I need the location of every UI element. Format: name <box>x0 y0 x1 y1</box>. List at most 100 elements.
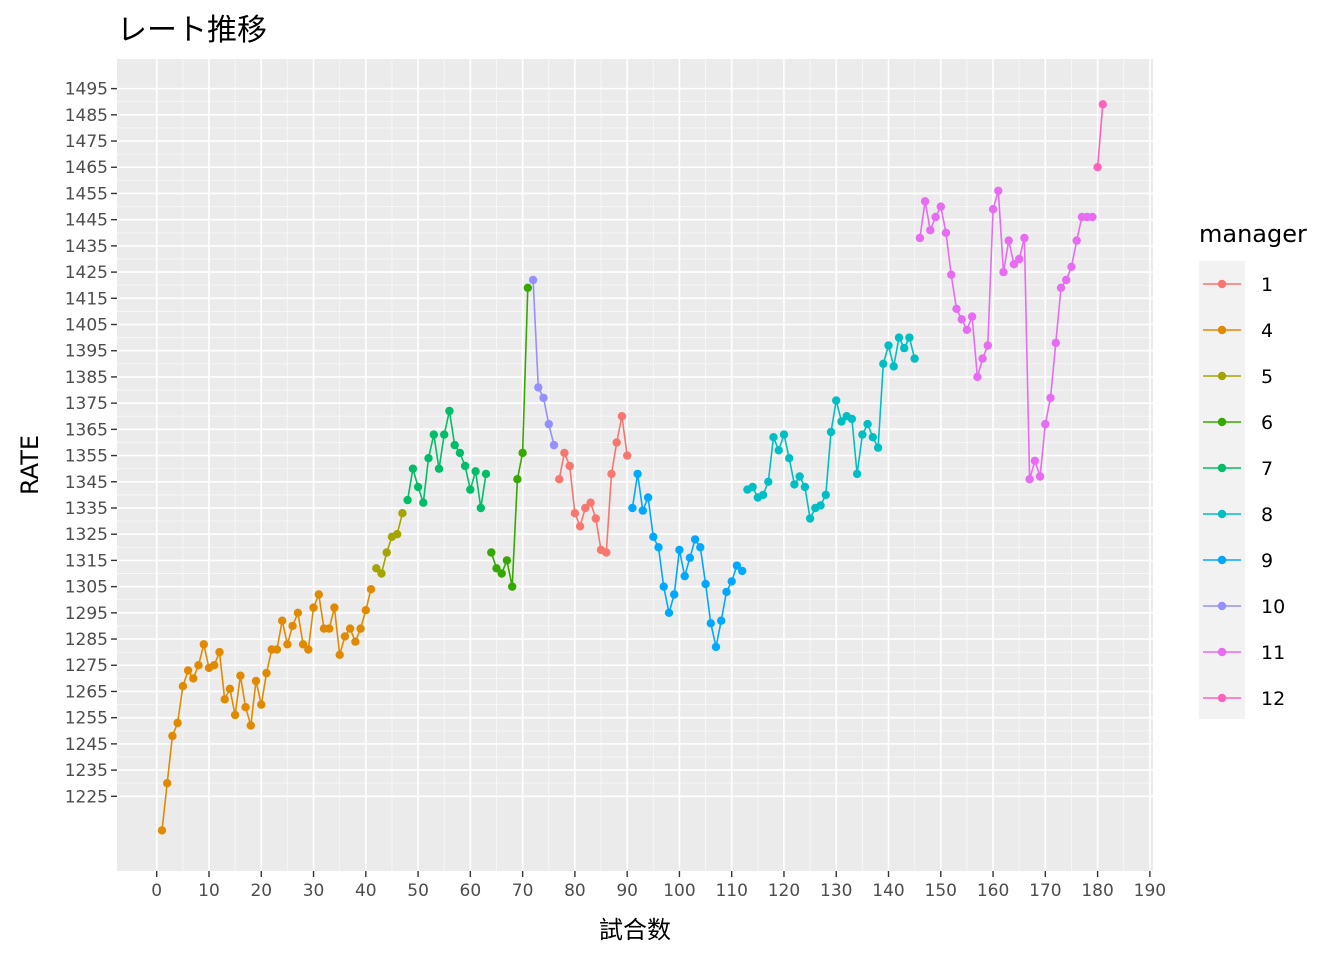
data-point <box>847 414 857 424</box>
data-point <box>879 359 888 368</box>
data-point <box>487 548 496 557</box>
y-tick-label: 1395 <box>65 342 108 362</box>
legend-key-point <box>1217 693 1227 703</box>
y-tick-label: 1405 <box>65 316 108 336</box>
y-tick-label: 1425 <box>65 263 108 283</box>
data-point <box>748 482 757 492</box>
data-point <box>983 341 992 350</box>
series-11 <box>915 186 1097 484</box>
data-point <box>685 553 695 562</box>
y-tick-label: 1285 <box>65 630 108 650</box>
data-point <box>664 608 674 617</box>
data-point <box>419 498 428 507</box>
data-point <box>957 315 966 324</box>
legend-item-10: 10 <box>1203 596 1285 618</box>
legend-item-4: 4 <box>1203 320 1273 342</box>
data-point <box>236 671 245 680</box>
x-axis-title: 試合数 <box>599 916 671 944</box>
legend-item-1: 1 <box>1203 274 1273 296</box>
data-point <box>795 472 804 481</box>
data-point <box>199 640 208 649</box>
data-point <box>633 469 642 479</box>
data-point <box>544 419 553 429</box>
legend-label: 9 <box>1261 550 1273 572</box>
data-point <box>947 270 956 279</box>
data-point <box>905 333 914 342</box>
data-point <box>696 543 705 552</box>
data-point <box>382 548 391 557</box>
data-point <box>837 417 846 426</box>
data-point <box>1072 236 1081 245</box>
data-point <box>330 603 339 612</box>
legend-label: 5 <box>1261 366 1273 388</box>
y-tick-label: 1295 <box>65 604 108 624</box>
data-point <box>722 587 731 597</box>
data-point <box>288 621 297 631</box>
x-tick-label: 180 <box>1081 881 1113 901</box>
series-4 <box>157 585 376 835</box>
data-point <box>298 640 308 649</box>
data-point <box>769 433 778 442</box>
legend-title: manager <box>1199 220 1307 248</box>
data-point <box>717 616 726 625</box>
x-tick-label: 0 <box>151 881 162 901</box>
data-point <box>183 666 193 675</box>
data-point <box>915 233 925 243</box>
data-point <box>283 640 292 649</box>
data-point <box>659 582 668 591</box>
data-point <box>466 485 475 494</box>
series-line <box>1096 104 1104 168</box>
data-point <box>873 443 883 452</box>
data-point <box>356 624 365 633</box>
legend-label: 6 <box>1261 412 1273 434</box>
data-point <box>570 509 580 518</box>
data-point <box>1046 393 1055 403</box>
data-point <box>539 393 548 403</box>
y-tick-label: 1305 <box>65 578 108 598</box>
data-point <box>670 590 679 599</box>
y-tick-label: 1335 <box>65 499 108 519</box>
x-tick-label: 110 <box>715 881 747 901</box>
data-point <box>910 354 919 363</box>
y-tick-label: 1385 <box>65 368 108 388</box>
data-point <box>602 548 611 557</box>
data-point <box>978 354 987 363</box>
legend-label: 7 <box>1261 458 1273 480</box>
data-point <box>340 632 350 641</box>
data-point <box>403 495 412 505</box>
x-tick-label: 130 <box>820 881 852 901</box>
data-point <box>920 197 930 206</box>
data-point <box>440 430 449 439</box>
data-point <box>523 283 532 292</box>
data-point <box>455 448 465 458</box>
data-point <box>994 186 1003 195</box>
data-point <box>189 674 198 683</box>
data-point <box>779 430 789 439</box>
legend-item-6: 6 <box>1203 412 1273 434</box>
series-12 <box>1093 100 1108 172</box>
data-point <box>1098 100 1108 109</box>
x-tick-label: 40 <box>355 881 377 901</box>
data-point <box>345 624 355 633</box>
y-tick-label: 1275 <box>65 656 108 676</box>
data-point <box>675 545 684 555</box>
y-tick-label: 1495 <box>65 80 108 100</box>
data-point <box>926 226 935 235</box>
data-point <box>816 501 825 510</box>
data-point <box>607 469 616 479</box>
data-point <box>372 564 381 573</box>
legend-item-12: 12 <box>1203 688 1285 710</box>
legend-key-background <box>1199 261 1245 719</box>
data-point <box>962 325 972 334</box>
data-point <box>314 590 323 599</box>
data-point <box>251 676 261 686</box>
legend-key-point <box>1217 371 1227 381</box>
data-point <box>471 467 480 476</box>
data-point <box>1030 456 1040 465</box>
data-point <box>852 469 862 479</box>
data-point <box>654 543 663 552</box>
series-7 <box>403 406 491 513</box>
legend: manager 1 4 5 6 7 8 9 10 11 12 <box>1199 220 1307 719</box>
x-tick-label: 160 <box>977 881 1009 901</box>
y-tick-label: 1255 <box>65 709 108 729</box>
